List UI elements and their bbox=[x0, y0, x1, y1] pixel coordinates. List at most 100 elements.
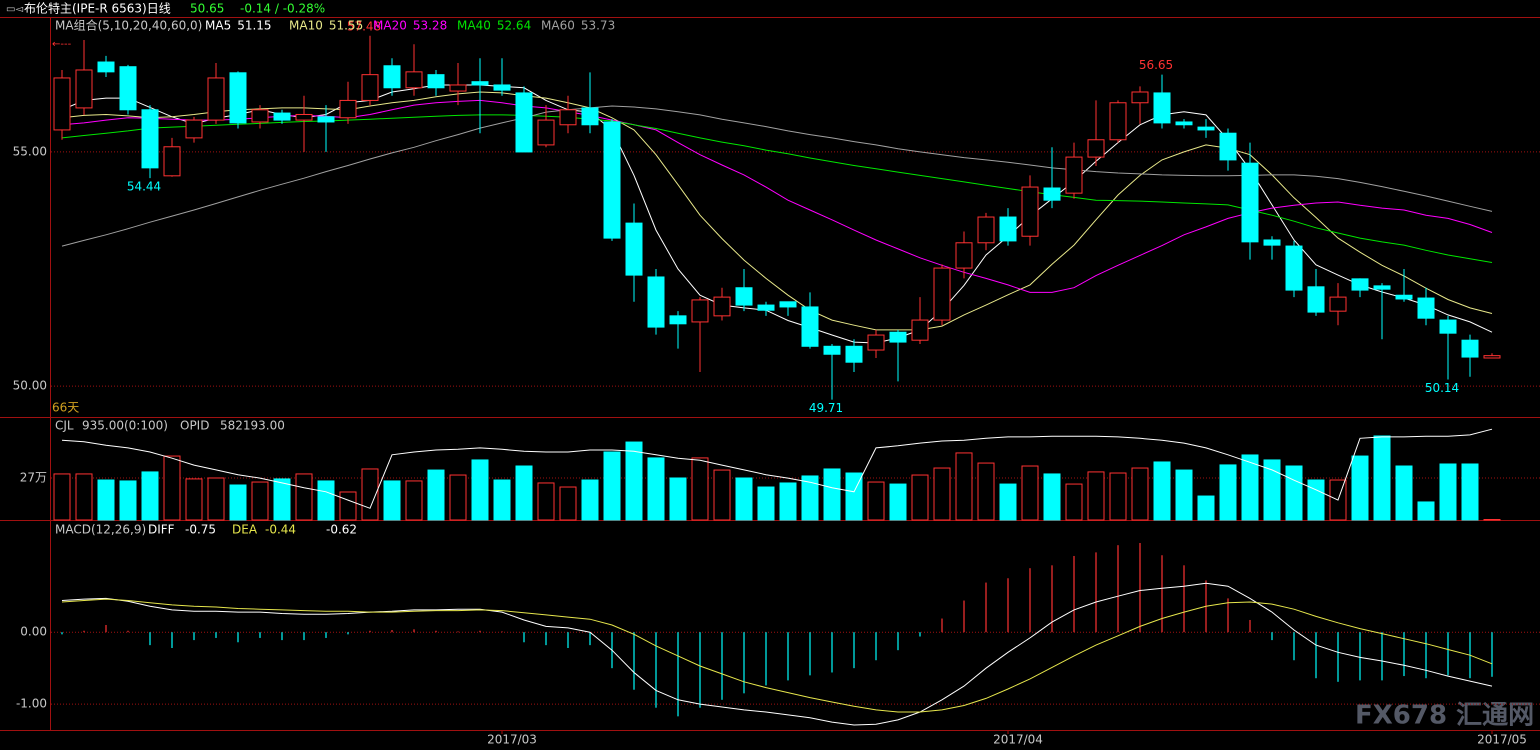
watermark: FX678 汇通网 bbox=[1355, 701, 1534, 731]
candle-body bbox=[97, 61, 115, 73]
legend-name: MA20 bbox=[373, 19, 407, 33]
menu-icon: ▭◅ bbox=[6, 4, 23, 15]
candle-body bbox=[1263, 239, 1281, 246]
candle-body bbox=[977, 216, 995, 244]
volume-bar bbox=[933, 467, 951, 521]
candle-body bbox=[1483, 355, 1501, 359]
candle-body bbox=[1153, 92, 1171, 124]
candle-body bbox=[515, 92, 533, 153]
volume-bar bbox=[405, 480, 423, 521]
volume-bar bbox=[1285, 465, 1303, 521]
candle-body bbox=[757, 304, 775, 311]
macd-line bbox=[61, 598, 1493, 713]
candle-body bbox=[1021, 186, 1039, 237]
volume-bar bbox=[229, 484, 247, 521]
y-tick-label: 27万 bbox=[20, 470, 47, 484]
candle-body bbox=[1087, 139, 1105, 158]
candle-body bbox=[53, 77, 71, 131]
legend-name: MA40 bbox=[457, 19, 491, 33]
candle-body bbox=[779, 301, 797, 308]
volume-bar bbox=[779, 482, 797, 521]
days-label: 66天 bbox=[52, 401, 79, 415]
volume-bar bbox=[295, 473, 313, 521]
legend-value: 53.73 bbox=[581, 19, 615, 33]
volume-bar bbox=[647, 457, 665, 521]
volume-bar bbox=[53, 473, 71, 521]
volume-bar bbox=[559, 486, 577, 521]
y-tick-label: 50.00 bbox=[13, 379, 47, 393]
diff-name: DIFF bbox=[148, 523, 175, 537]
legend-value: 51.15 bbox=[237, 19, 271, 33]
candle-body bbox=[449, 84, 467, 92]
volume-value: 935.00(0:100) bbox=[82, 419, 168, 433]
candle-body bbox=[1417, 297, 1435, 319]
candle-body bbox=[823, 345, 841, 355]
volume-bar bbox=[1021, 465, 1039, 521]
candle-body bbox=[361, 74, 379, 101]
candle-body bbox=[1219, 132, 1237, 161]
volume-bar bbox=[1307, 479, 1325, 521]
candle-body bbox=[229, 72, 247, 124]
legend-value: 52.64 bbox=[497, 19, 531, 33]
arrow: ←--- bbox=[52, 39, 72, 50]
candle-body bbox=[999, 216, 1017, 242]
candle-body bbox=[141, 109, 159, 169]
price-annotation: 49.71 bbox=[809, 401, 843, 415]
volume-bar bbox=[1109, 472, 1127, 521]
candle-body bbox=[911, 319, 929, 341]
volume-bar bbox=[185, 478, 203, 521]
candle-body bbox=[471, 81, 489, 86]
legend-name: MA60 bbox=[541, 19, 575, 33]
opid-value: 582193.00 bbox=[220, 419, 285, 433]
volume-bar bbox=[867, 481, 885, 521]
volume-bar bbox=[1351, 455, 1369, 521]
x-tick-label: 2017/03 bbox=[487, 733, 537, 747]
volume-bar bbox=[163, 455, 181, 521]
volume-bar bbox=[1395, 465, 1413, 521]
volume-bar bbox=[1131, 467, 1149, 521]
candle-body bbox=[1439, 319, 1457, 334]
volume-bar bbox=[493, 479, 511, 521]
legend-value: 51.55 bbox=[329, 19, 363, 33]
candle-body bbox=[207, 77, 225, 121]
candle-body bbox=[801, 306, 819, 347]
volume-bar bbox=[1241, 454, 1259, 521]
volume-bar bbox=[1197, 495, 1215, 521]
candle-body bbox=[669, 315, 687, 325]
volume-bar bbox=[1087, 471, 1105, 521]
volume-bar bbox=[823, 468, 841, 521]
volume-bar bbox=[1439, 463, 1457, 521]
volume-bar bbox=[977, 462, 995, 521]
candle-body bbox=[1373, 285, 1391, 290]
candle-body bbox=[647, 276, 665, 328]
price-annotation: 57.48 bbox=[347, 19, 381, 33]
volume-bar bbox=[889, 483, 907, 521]
diff-value: -0.75 bbox=[185, 523, 216, 537]
candle-body bbox=[1241, 162, 1259, 243]
volume-bar bbox=[1417, 501, 1435, 521]
candle-body bbox=[1307, 286, 1325, 313]
candle-body bbox=[691, 299, 709, 323]
candle-body bbox=[1131, 91, 1149, 104]
volume-bar bbox=[339, 491, 357, 521]
volume-bar bbox=[735, 477, 753, 521]
candle-body bbox=[713, 296, 731, 317]
volume-bar bbox=[427, 469, 445, 521]
volume-bar bbox=[1219, 464, 1237, 521]
volume-bar bbox=[119, 480, 137, 521]
legend-name: MA10 bbox=[289, 19, 323, 33]
volume-bar bbox=[625, 441, 643, 521]
candle-body bbox=[295, 113, 313, 121]
volume-bar bbox=[955, 452, 973, 521]
x-tick-label: 2017/04 bbox=[993, 733, 1043, 747]
candle-body bbox=[75, 69, 93, 109]
volume-bar bbox=[273, 478, 291, 521]
candle-body bbox=[317, 116, 335, 123]
candle-body bbox=[119, 66, 137, 111]
candle-body bbox=[1197, 126, 1215, 131]
legend-name: MA5 bbox=[205, 19, 231, 33]
volume-bar bbox=[141, 471, 159, 521]
volume-bar bbox=[537, 482, 555, 521]
volume-bar bbox=[581, 479, 599, 521]
